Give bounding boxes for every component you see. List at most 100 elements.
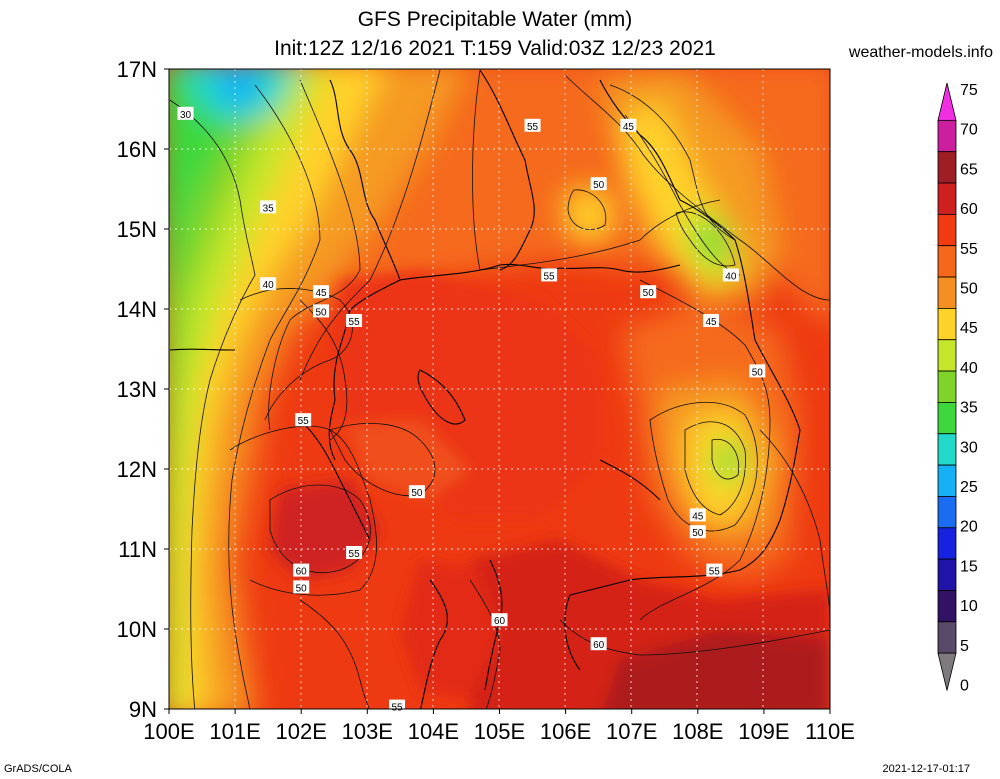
contour-label-text: 45 bbox=[623, 122, 635, 133]
colorbar-swatch bbox=[937, 213, 957, 247]
colorbar-label: 5 bbox=[960, 638, 969, 655]
lon-tick-label: 109E bbox=[738, 719, 789, 744]
contour-label-bg bbox=[346, 546, 363, 559]
contour-label-bg bbox=[706, 563, 723, 577]
colorbar-swatch bbox=[937, 496, 957, 529]
colorbar-swatch bbox=[937, 433, 957, 466]
lon-tick-label: 105E bbox=[474, 719, 525, 744]
contour-label-text: 45 bbox=[315, 288, 327, 299]
contour-label-bg bbox=[590, 637, 607, 651]
contour-label-text: 30 bbox=[180, 110, 192, 121]
contour-label-bg bbox=[689, 525, 706, 539]
colorbar-label: 40 bbox=[960, 360, 978, 377]
colorbar-swatch bbox=[937, 590, 957, 623]
contour-label-text: 55 bbox=[544, 271, 556, 282]
colorbar-label: 20 bbox=[960, 519, 978, 536]
colorbar-top-arrow bbox=[937, 82, 957, 121]
colorbar-label: 60 bbox=[960, 201, 978, 218]
contour-label-text: 55 bbox=[349, 317, 361, 328]
contour-label: 55 bbox=[706, 563, 723, 578]
colorbar-label: 25 bbox=[960, 479, 978, 496]
contour-label-text: 55 bbox=[349, 549, 361, 560]
contour-label-text: 50 bbox=[643, 288, 655, 299]
contour-label: 55 bbox=[389, 699, 406, 714]
contour-label: 35 bbox=[260, 200, 277, 214]
contour-label: 45 bbox=[313, 285, 330, 299]
colorbar-swatch bbox=[937, 621, 957, 654]
lon-tick-label: 100E bbox=[143, 719, 194, 744]
lon-tick-label: 108E bbox=[672, 719, 723, 744]
colorbar-swatch bbox=[937, 402, 957, 435]
colorbar-label: 10 bbox=[960, 598, 978, 615]
contour-label-text: 40 bbox=[725, 271, 737, 282]
contour-label-text: 50 bbox=[692, 528, 704, 539]
contour-label-bg bbox=[293, 580, 310, 594]
contour-label-bg bbox=[620, 118, 637, 132]
colorbar-label: 45 bbox=[960, 320, 978, 337]
contour-label-text: 60 bbox=[593, 640, 605, 651]
colorbar-swatch bbox=[937, 307, 957, 341]
colorbar-bottom-arrow bbox=[937, 652, 957, 691]
contour-label: 45 bbox=[689, 508, 706, 522]
contour-label: 50 bbox=[293, 580, 310, 594]
lon-tick-label: 101E bbox=[209, 719, 260, 744]
colorbar-label: 0 bbox=[960, 678, 969, 695]
contour-label-text: 50 bbox=[593, 180, 605, 191]
colorbar-label: 50 bbox=[960, 281, 978, 298]
contour-label-bg bbox=[293, 563, 310, 577]
colorbar-swatch bbox=[937, 151, 957, 184]
colorbar-label: 30 bbox=[960, 439, 978, 456]
contour-label: 50 bbox=[313, 304, 330, 318]
contour-lines bbox=[169, 69, 830, 709]
contour-label: 45 bbox=[703, 314, 720, 328]
contour-label-bg bbox=[749, 364, 766, 378]
gridlines bbox=[169, 69, 830, 709]
contour-label-text: 40 bbox=[263, 280, 275, 291]
lat-tick-label: 17N bbox=[117, 57, 157, 82]
footer-timestamp: 2021-12-17-01:17 bbox=[882, 763, 970, 775]
lat-tick-label: 12N bbox=[117, 457, 157, 482]
contour-label-text: 50 bbox=[411, 488, 423, 499]
colorbar-label: 35 bbox=[960, 400, 978, 417]
colorbar-swatch bbox=[937, 339, 957, 372]
colorbar-swatch bbox=[937, 276, 957, 309]
contour-label: 50 bbox=[689, 525, 706, 539]
lat-tick-label: 15N bbox=[117, 217, 157, 242]
contour-label-bg bbox=[491, 613, 508, 627]
colorbar-label: 15 bbox=[960, 558, 978, 575]
colorbar-swatch bbox=[937, 370, 957, 403]
contour-label-bg bbox=[177, 106, 194, 120]
lat-tick-label: 9N bbox=[129, 697, 157, 722]
contour-label-text: 50 bbox=[296, 583, 308, 594]
contour-label-bg bbox=[313, 285, 330, 299]
site-credit[interactable]: weather-models.info bbox=[848, 44, 993, 61]
contour-label-text: 60 bbox=[296, 567, 308, 578]
contour-label-text: 55 bbox=[527, 122, 539, 133]
lon-tick-label: 103E bbox=[342, 719, 393, 744]
contour-labels: 30 35 40 45 50 55 55 45 50 55 50 40 45 50 55 50 45 50 55 60… bbox=[177, 106, 766, 714]
contour-label: 55 bbox=[295, 413, 312, 427]
contour-label-text: 50 bbox=[752, 367, 764, 378]
axis-labels: 100E 101E 102E 103E 104E 105E 106E 107E 108E 109E… bbox=[117, 57, 855, 744]
lon-tick-label: 106E bbox=[540, 719, 591, 744]
lat-tick-label: 11N bbox=[118, 537, 157, 562]
contour-label-bg bbox=[295, 413, 312, 427]
contour-label: 50 bbox=[408, 485, 425, 499]
lon-tick-label: 104E bbox=[408, 719, 459, 744]
contour-label-text: 55 bbox=[709, 567, 721, 578]
contour-label: 40 bbox=[260, 277, 277, 291]
colorbar-label: 55 bbox=[960, 241, 978, 258]
footer-credit: GrADS/COLA bbox=[4, 763, 72, 775]
contour-label-text: 45 bbox=[705, 317, 717, 328]
colorbar-swatch bbox=[937, 182, 957, 215]
colorbar-label: 65 bbox=[960, 161, 978, 178]
contour-label-bg bbox=[346, 314, 363, 327]
contour-label-bg bbox=[640, 285, 657, 299]
contour-label: 60 bbox=[491, 613, 508, 627]
contour-label-text: 35 bbox=[263, 203, 275, 214]
contour-label: 55 bbox=[541, 268, 558, 282]
colorbar-label: 75 bbox=[960, 82, 978, 99]
contour-label-text: 45 bbox=[692, 511, 704, 522]
